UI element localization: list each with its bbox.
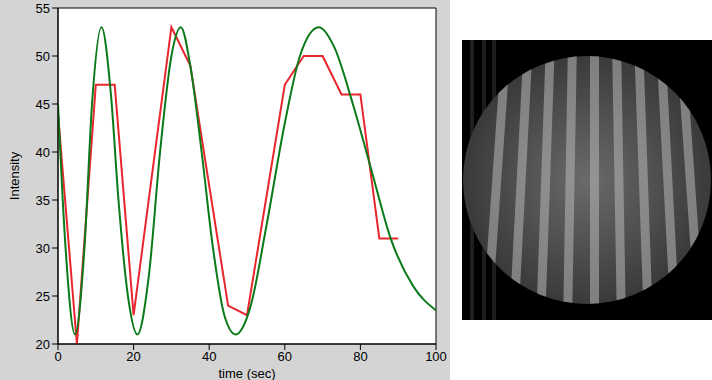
svg-text:40: 40 [36,145,50,160]
svg-text:55: 55 [36,1,50,16]
svg-text:80: 80 [353,349,367,364]
svg-text:20: 20 [126,349,140,364]
svg-text:50: 50 [36,49,50,64]
svg-text:35: 35 [36,193,50,208]
svg-text:0: 0 [54,349,61,364]
svg-text:100: 100 [425,349,447,364]
svg-text:25: 25 [36,289,50,304]
svg-text:Intensity: Intensity [7,151,22,200]
svg-text:20: 20 [36,337,50,352]
svg-text:40: 40 [202,349,216,364]
svg-text:30: 30 [36,241,50,256]
svg-text:time (sec): time (sec) [218,366,275,380]
svg-text:60: 60 [278,349,292,364]
svg-text:45: 45 [36,97,50,112]
